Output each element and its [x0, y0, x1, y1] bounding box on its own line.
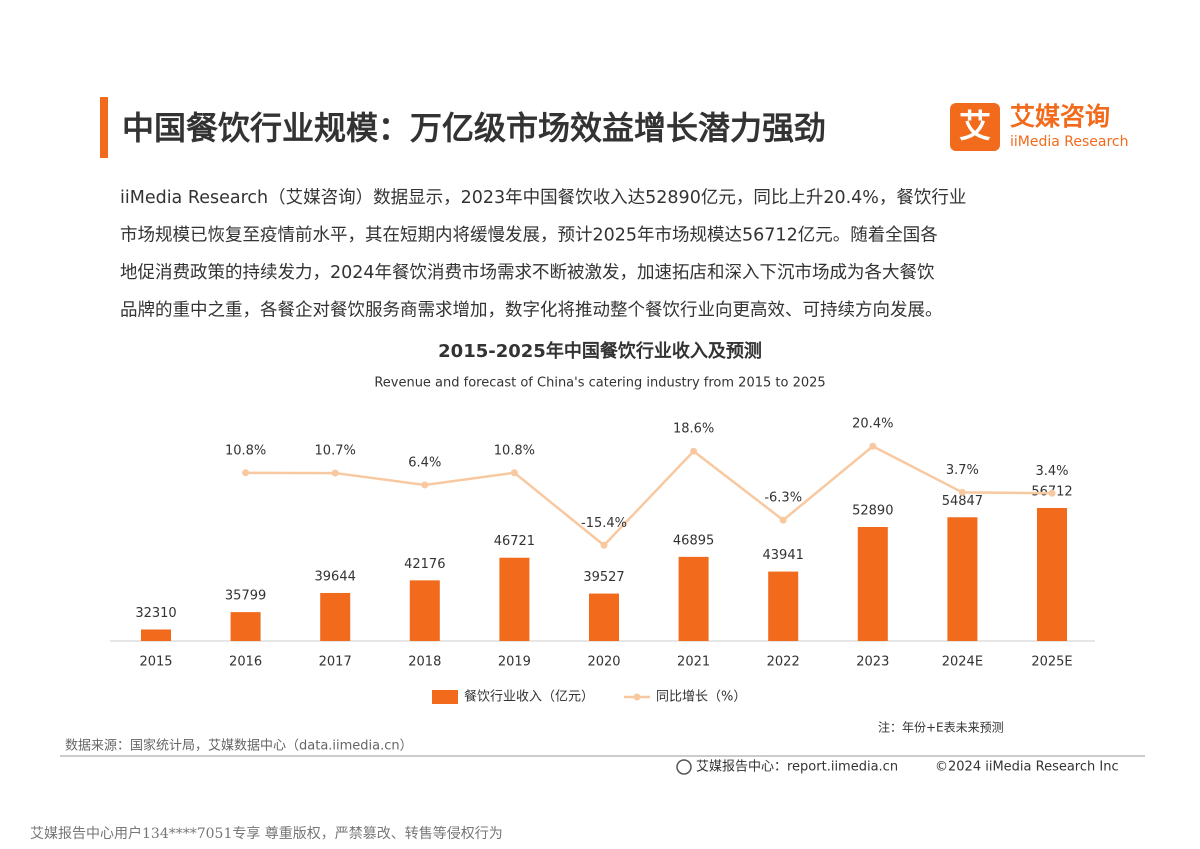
growth-point: [869, 442, 877, 450]
growth-value-label: 20.4%: [852, 417, 893, 432]
growth-value-label: 6.4%: [408, 455, 441, 470]
bar: [230, 612, 261, 641]
bar: [320, 592, 351, 641]
x-tick-label: 2024E: [942, 655, 983, 670]
growth-value-label: 3.7%: [946, 463, 979, 478]
growth-value-label: 3.4%: [1035, 464, 1068, 479]
x-tick-label: 2019: [498, 655, 531, 670]
growth-point: [242, 469, 250, 477]
growth-line: [245, 444, 1053, 547]
logo-en: iiMedia Research: [1010, 134, 1129, 150]
legend-swatch-dot: [633, 693, 641, 701]
bar-value-label: 39527: [583, 570, 624, 585]
bar-value-label: 52890: [852, 504, 893, 519]
bar: [857, 527, 888, 641]
x-tick-label: 2021: [677, 655, 710, 670]
body-line: iiMedia Research（艾媒咨询）数据显示，2023年中国餐饮收入达5…: [120, 188, 966, 208]
bar: [768, 571, 799, 641]
title-accent: [100, 97, 108, 158]
growth-value-label: 10.7%: [315, 444, 356, 459]
growth-point: [510, 469, 518, 477]
growth-value-label: 10.8%: [494, 443, 535, 458]
bar: [947, 517, 978, 641]
legend-label: 同比增长（%）: [656, 690, 746, 705]
body-line: 品牌的重中之重，各餐企对餐饮服务商需求增加，数字化将推动整个餐饮行业向更高效、可…: [120, 301, 943, 321]
x-tick-label: 2025E: [1031, 655, 1072, 670]
x-tick-label: 2020: [587, 655, 620, 670]
x-tick-label: 2017: [319, 655, 352, 670]
chart-title: 2015-2025年中国餐饮行业收入及预测: [438, 340, 762, 362]
bar-value-label: 42176: [404, 557, 445, 572]
growth-point: [958, 488, 966, 496]
footer-copyright: ©2024 iiMedia Research Inc: [935, 760, 1119, 775]
bar-value-label: 46721: [494, 534, 535, 549]
logo-box: [950, 103, 1000, 151]
logo-mark: 艾: [959, 107, 991, 145]
bar-value-label: 54847: [942, 494, 983, 509]
legend-swatch: [432, 690, 458, 704]
growth-value-label: 18.6%: [673, 422, 714, 437]
bar: [141, 629, 171, 641]
growth-point: [690, 447, 698, 455]
x-tick-label: 2023: [856, 655, 889, 670]
bar: [409, 580, 440, 641]
footer-center: 艾媒报告中心：report.iimedia.cn: [696, 760, 898, 775]
growth-value-label: 10.8%: [225, 443, 266, 458]
bar-value-label: 32310: [135, 606, 176, 621]
source: 数据来源：国家统计局，艾媒数据中心（data.iimedia.cn）: [65, 738, 413, 754]
bar-value-label: 39644: [315, 569, 356, 584]
page-title: 中国餐饮行业规模：万亿级市场效益增长潜力强劲: [122, 109, 826, 147]
growth-point: [421, 481, 429, 489]
body-text: iiMedia Research（艾媒咨询）数据显示，2023年中国餐饮收入达5…: [120, 188, 966, 321]
watermark: 艾媒报告中心用户134****7051专享 尊重版权，严禁篡改、转售等侵权行为: [30, 825, 503, 842]
bar: [589, 593, 619, 641]
growth-point: [331, 469, 339, 477]
x-tick-label: 2016: [229, 655, 262, 670]
body-line: 地促消费政策的持续发力，2024年餐饮消费市场需求不断被激发，加速拓店和深入下沉…: [120, 263, 935, 283]
legend-label: 餐饮行业收入（亿元）: [464, 689, 594, 705]
growth-point: [779, 516, 787, 524]
body-line: 市场规模已恢复至疫情前水平，其在短期内将缓慢发展，预计2025年市场规模达567…: [120, 225, 938, 246]
bar-value-label: 46895: [673, 533, 714, 548]
logo-cn: 艾媒咨询: [1010, 102, 1110, 131]
x-tick-label: 2015: [139, 655, 172, 670]
chart-subtitle: Revenue and forecast of China's catering…: [374, 376, 825, 391]
bar: [1037, 507, 1067, 641]
bar: [678, 556, 709, 641]
chart-note: 注：年份+E表未来预测: [878, 720, 1004, 735]
growth-point: [600, 541, 608, 549]
bar: [499, 557, 530, 641]
growth-value-label: -15.4%: [581, 516, 627, 531]
bar-value-label: 35799: [225, 589, 266, 604]
footer-icon: [676, 759, 692, 775]
x-tick-label: 2018: [408, 655, 441, 670]
bar-value-label: 43941: [763, 548, 804, 563]
growth-point: [1048, 489, 1056, 497]
x-tick-label: 2022: [767, 655, 800, 670]
growth-value-label: -6.3%: [764, 491, 802, 506]
